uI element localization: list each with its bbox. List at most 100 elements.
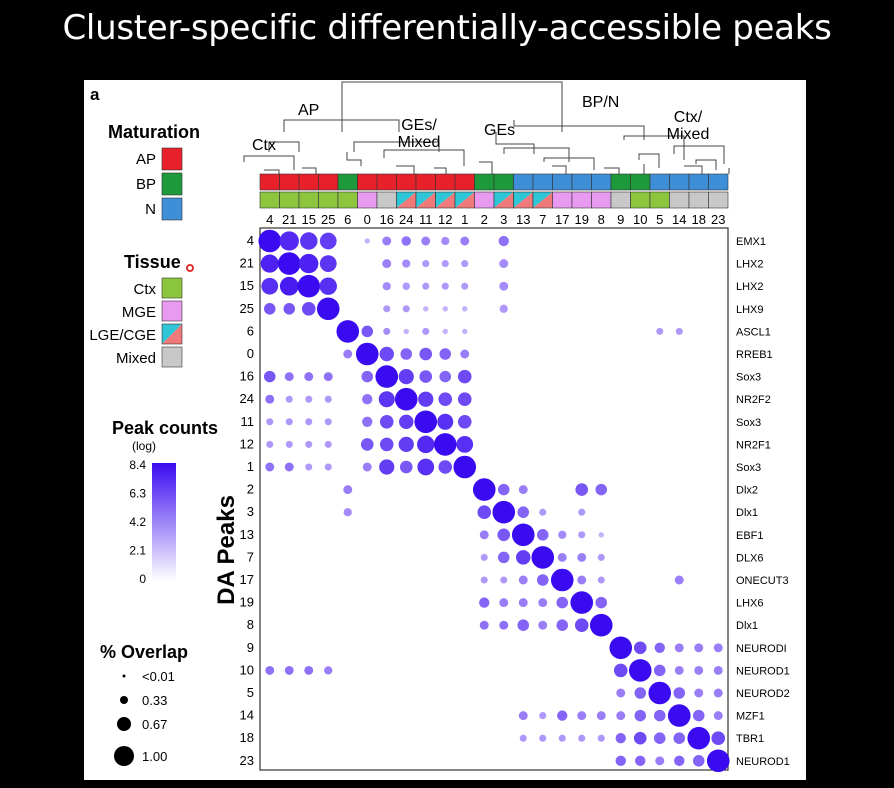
tissue-cell: [708, 191, 729, 209]
matrix-dot: [556, 596, 569, 609]
motif-label: ASCL1: [736, 326, 771, 338]
column-label: 0: [364, 212, 371, 227]
overlap-legend-label: 0.67: [142, 717, 167, 732]
maturation-cell: [610, 173, 631, 191]
motif-label: NR2F2: [736, 394, 771, 406]
maturation-cell: [318, 173, 339, 191]
matrix-dot: [480, 576, 488, 584]
matrix-dot: [674, 665, 684, 675]
dendro-label-ap: AP: [298, 102, 319, 119]
matrix-dot: [383, 327, 391, 335]
matrix-dot: [517, 506, 530, 518]
matrix-dot: [653, 732, 666, 744]
dendrogram: [243, 81, 730, 174]
column-label: 3: [500, 212, 507, 227]
matrix-dot: [379, 346, 394, 362]
tissue-legend-swatch: [161, 277, 183, 299]
matrix-dot: [499, 259, 509, 269]
maturation-legend-label: BP: [136, 176, 156, 193]
matrix-dot: [382, 259, 392, 269]
matrix-dot: [492, 500, 516, 524]
matrix-dot: [316, 297, 340, 321]
matrix-frame: [259, 227, 729, 771]
peak-legend-tick: 0: [139, 572, 146, 586]
matrix-dot: [379, 437, 394, 452]
row-label: 24: [240, 391, 254, 406]
matrix-dot: [299, 253, 319, 274]
matrix-dot: [511, 523, 535, 547]
tissue-cell: [591, 191, 612, 209]
matrix-dot: [379, 459, 395, 475]
matrix-dot: [477, 505, 492, 519]
motif-label: Sox3: [736, 417, 761, 429]
tissue-legend: Ctx MGE LGE/CGE Mixed: [89, 277, 183, 368]
dendro-label-ctx-mixed: Ctx/Mixed: [667, 109, 710, 143]
maturation-cell: [571, 173, 592, 191]
matrix-dot: [635, 755, 646, 766]
matrix-dot: [401, 236, 412, 246]
maturation-cell: [298, 173, 319, 191]
matrix-dot: [414, 410, 438, 434]
matrix-dot: [266, 440, 274, 448]
maturation-legend-title: Maturation: [108, 122, 200, 142]
matrix-dot: [538, 598, 548, 608]
matrix-dot: [324, 418, 332, 426]
maturation-cell: [688, 173, 709, 191]
row-label: 7: [247, 549, 254, 564]
column-label: 10: [633, 212, 647, 227]
matrix-dot: [304, 665, 314, 675]
matrix-dot: [497, 528, 511, 542]
matrix-dot: [402, 282, 410, 290]
matrix-dot: [615, 733, 626, 744]
matrix-dot: [460, 349, 470, 359]
motif-label: NEUROD1: [736, 756, 790, 768]
matrix-dot: [324, 463, 332, 471]
column-labels: 4 21 15 25 6 0 16 24 11 12 1 2 3 13 7 17 19 8 9 10 5 14 18 23: [266, 212, 725, 227]
maturation-cell: [493, 173, 514, 191]
maturation-cell: [259, 173, 280, 191]
matrix-dot: [634, 709, 647, 722]
matrix-dot: [362, 416, 373, 427]
matrix-dot: [324, 666, 333, 675]
matrix-dot: [694, 688, 704, 698]
matrix-dot: [417, 435, 435, 454]
matrix-dot: [421, 236, 431, 246]
maturation-cell: [630, 173, 651, 191]
matrix-dot: [417, 458, 435, 476]
matrix-dot: [615, 755, 626, 766]
matrix-dot: [575, 483, 589, 496]
matrix-dot: [609, 636, 633, 660]
matrix-dot: [441, 282, 449, 290]
overlap-legend-title: % Overlap: [100, 642, 188, 662]
matrix-dot: [687, 726, 711, 750]
row-label: 5: [247, 685, 254, 700]
motif-label: Sox3: [736, 462, 761, 474]
maturation-cell: [649, 173, 670, 191]
matrix-dot: [694, 665, 704, 675]
matrix-dot: [577, 575, 587, 585]
maturation-cell: [474, 173, 495, 191]
peak-legend-subtitle: (log): [132, 439, 156, 453]
column-label: 18: [692, 212, 706, 227]
matrix-dot: [538, 620, 548, 630]
matrix-dot: [279, 231, 299, 251]
matrix-dot: [263, 370, 276, 383]
overlap-legend-dot: [122, 674, 126, 678]
matrix-dot: [305, 418, 313, 426]
tissue-cell: [415, 191, 436, 209]
row-label: 6: [247, 323, 254, 338]
overlap-legend: <0.01 0.33 0.67 1.00: [114, 669, 175, 766]
matrix-dot: [673, 687, 686, 699]
tissue-legend-swatch: [161, 323, 183, 345]
row-label: 0: [247, 346, 254, 361]
matrix-dot: [653, 709, 666, 722]
column-label: 5: [656, 212, 663, 227]
matrix-dot: [305, 440, 313, 448]
matrix-dot: [418, 391, 434, 407]
row-label: 8: [247, 617, 254, 632]
matrix-dot: [453, 455, 477, 479]
matrix-dot: [297, 274, 321, 298]
column-label: 6: [344, 212, 351, 227]
matrix-dot: [441, 260, 449, 268]
column-label: 13: [516, 212, 530, 227]
